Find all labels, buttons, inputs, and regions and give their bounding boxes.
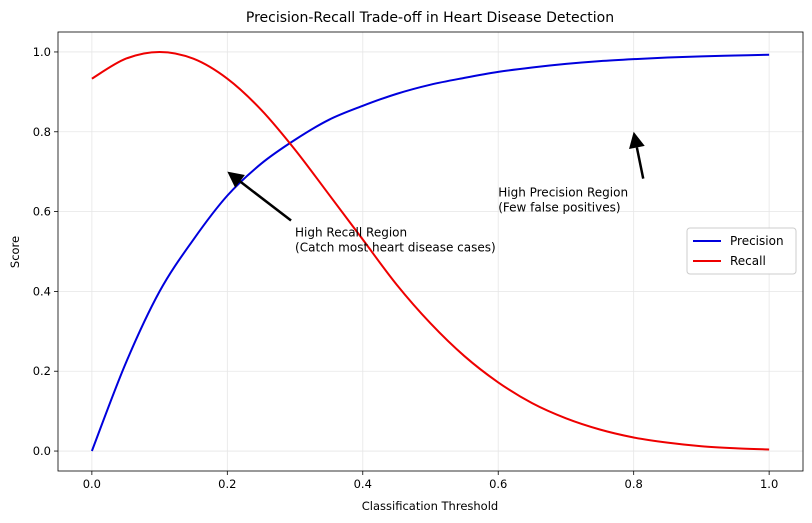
x-tick-label: 0.6 xyxy=(489,477,507,491)
y-tick-label: 0.8 xyxy=(33,125,51,139)
plot-frame xyxy=(57,31,804,472)
annotation-arrow-shaft xyxy=(239,180,292,222)
legend-box xyxy=(686,227,797,275)
annotation-arrow-head xyxy=(227,171,245,188)
y-tick-label: 0.6 xyxy=(33,205,51,219)
series-line-recall xyxy=(91,50,770,451)
x-tick-label: 0.0 xyxy=(83,477,101,491)
y-tick-label: 0.0 xyxy=(33,444,51,458)
chart-title: Precision-Recall Trade-off in Heart Dise… xyxy=(246,10,614,26)
y-tick-label: 0.4 xyxy=(33,284,51,298)
x-tick-label: 0.8 xyxy=(625,477,643,491)
y-tick-label: 1.0 xyxy=(33,45,51,59)
x-tick-label: 1.0 xyxy=(760,477,778,491)
x-axis-ticks: 0.0 0.2 0.4 0.6 0.8 1.0 xyxy=(83,471,778,491)
y-tick-label: 0.2 xyxy=(33,364,51,378)
annotation-text: High Recall Region xyxy=(295,226,407,240)
series-layer xyxy=(90,50,770,452)
x-tick-label: 0.2 xyxy=(218,477,236,491)
annotation-text: (Few false positives) xyxy=(498,201,620,215)
annotation-layer: High Recall Region(Catch most heart dise… xyxy=(227,131,645,255)
x-tick-label: 0.4 xyxy=(354,477,372,491)
series-line-precision xyxy=(90,53,770,452)
legend: Precision Recall xyxy=(686,227,797,275)
y-axis-ticks: 0.0 0.2 0.4 0.6 0.8 1.0 xyxy=(33,45,58,458)
annotation-arrow-head xyxy=(629,131,645,150)
annotation-text: High Precision Region xyxy=(498,186,628,200)
annotation-arrow-shaft xyxy=(635,147,645,179)
y-axis-label: Score xyxy=(8,236,22,268)
x-axis-label: Classification Threshold xyxy=(362,499,498,513)
legend-label: Precision xyxy=(730,234,784,248)
legend-label: Recall xyxy=(730,254,766,268)
annotation-text: (Catch most heart disease cases) xyxy=(295,241,496,255)
